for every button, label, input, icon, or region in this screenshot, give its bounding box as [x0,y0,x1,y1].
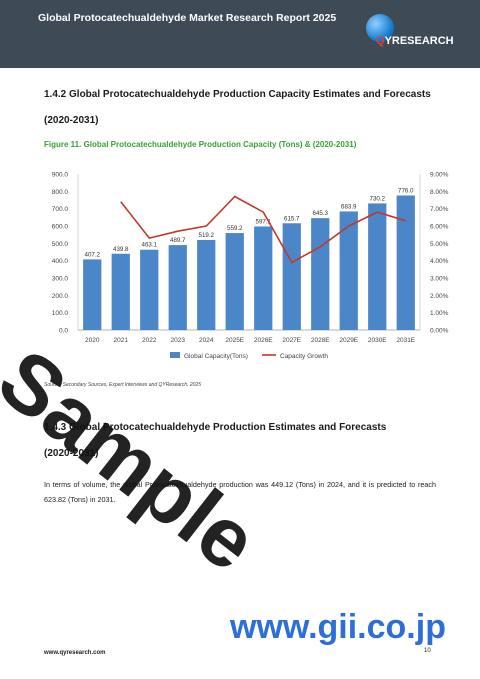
qyresearch-logo: QYRESEARCH [376,35,454,47]
y-left-tick-label: 200.0 [52,293,69,300]
y-left-tick-label: 400.0 [52,258,69,265]
capacity-bar [225,233,244,330]
bar-value-label: 683.9 [341,203,357,210]
capacity-bar [339,211,358,330]
y-right-tick-label: 0.00% [430,328,449,335]
x-tick-label: 2027E [282,337,301,344]
x-tick-label: 2025E [225,337,244,344]
section-143-paragraph: In terms of volume, the global Protocate… [44,480,436,504]
capacity-bar [368,203,387,330]
x-tick-label: 2022 [142,337,157,344]
section-142-heading: 1.4.2 Global Protocatechualdehyde Produc… [44,89,431,100]
bar-value-label: 489.7 [170,237,186,244]
capacity-bar [197,240,216,330]
capacity-bar [168,245,187,330]
capacity-bar [396,195,415,330]
y-right-tick-label: 3.00% [430,276,449,283]
legend-label-capacity: Global Capacity(Tons) [184,353,248,360]
y-left-tick-label: 500.0 [52,241,69,248]
globe-logo-icon [366,14,394,42]
section-143-years: (2020-2031) [44,448,99,459]
bar-value-label: 615.7 [284,215,300,222]
x-tick-label: 2021 [114,337,129,344]
legend-swatch-capacity [170,352,180,358]
y-right-tick-label: 1.00% [430,310,449,317]
bar-value-label: 407.2 [85,251,101,258]
y-right-tick-label: 6.00% [430,224,449,231]
x-tick-label: 2023 [171,337,186,344]
x-tick-label: 2029E [339,337,358,344]
bar-value-label: 439.8 [113,246,129,253]
y-right-tick-label: 5.00% [430,241,449,248]
capacity-chart: 0.0 100.0 200.0 300.0 400.0 500.0 600.0 700.0 80… [52,172,449,361]
y-right-tick-label: 9.00% [430,172,449,179]
y-right-tick-label: 8.00% [430,189,449,196]
footer-url[interactable]: www.qyresearch.com [44,650,106,656]
y-right-tick-label: 2.00% [430,293,449,300]
y-left-tick-label: 800.0 [52,189,69,196]
bar-value-label: 463.1 [142,242,158,249]
report-header: Global Protocatechualdehyde Market Resea… [0,0,480,68]
capacity-bar [311,218,330,330]
section-142-years: (2020-2031) [44,115,99,126]
y-left-tick-label: 600.0 [52,224,69,231]
figure-caption: Figure 11. Global Protocatechualdehyde P… [44,140,357,149]
bar-value-label: 559.2 [227,225,243,232]
bar-value-label: 776.0 [398,187,414,194]
capacity-bar [111,253,130,330]
section-143-heading: 1.4.3 Global Protocatechualdehyde Produc… [44,422,387,433]
x-tick-label: 2020 [85,337,100,344]
capacity-bar [140,249,159,330]
gii-watermark: www.gii.co.jp [230,608,446,646]
bar-value-label: 645.3 [313,210,329,217]
bar-value-label: 730.2 [370,195,386,202]
x-tick-label: 2030E [368,337,387,344]
x-tick-label: 2026E [254,337,273,344]
capacity-bar [83,259,102,330]
y-left-tick-label: 700.0 [52,206,69,213]
y-left-tick-label: 300.0 [52,276,69,283]
capacity-bar [254,226,273,330]
y-left-tick-label: 900.0 [52,172,69,179]
legend-label-growth: Capacity Growth [280,353,328,360]
capacity-bar [282,223,301,330]
x-tick-label: 2028E [311,337,330,344]
capacity-growth-line [120,195,407,264]
page-number: 10 [424,648,431,654]
bar-value-label: 597.1 [256,219,272,226]
y-left-tick-label: 0.0 [59,328,68,335]
y-right-tick-label: 7.00% [430,206,449,213]
bar-value-label: 519.2 [199,232,215,239]
x-tick-label: 2031E [396,337,415,344]
figure-source: Source: Secondary Sources, Expert Interv… [44,382,202,388]
y-right-tick-label: 4.00% [430,258,449,265]
report-title: Global Protocatechualdehyde Market Resea… [38,12,337,24]
x-tick-label: 2024 [199,337,214,344]
y-left-tick-label: 100.0 [52,310,69,317]
